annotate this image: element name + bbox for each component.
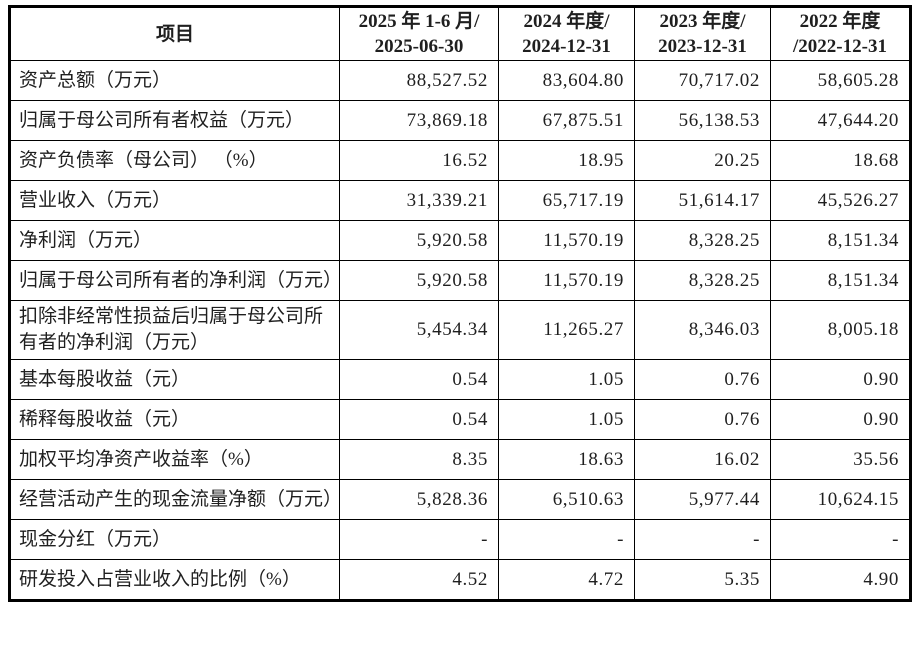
- value-cell: 5.35: [634, 559, 771, 601]
- item-label-cell: 现金分红（万元）: [9, 519, 340, 560]
- item-label-cell: 资产负债率（母公司） （%）: [9, 140, 340, 181]
- item-label-cell: 归属于母公司所有者的净利润（万元）: [9, 260, 340, 301]
- value-cell: 58,605.28: [770, 60, 911, 101]
- item-label-cell: 研发投入占营业收入的比例（%）: [9, 559, 340, 601]
- column-header-item: 项目: [9, 6, 340, 61]
- value-cell: 0.76: [634, 399, 771, 440]
- column-header-period: 2025 年 1-6 月/ 2025-06-30: [339, 6, 499, 61]
- item-label-cell: 净利润（万元）: [9, 220, 340, 261]
- value-cell: 0.90: [770, 359, 911, 400]
- value-cell: 47,644.20: [770, 100, 911, 141]
- value-cell: 8.35: [339, 439, 499, 480]
- value-cell: 0.54: [339, 399, 499, 440]
- item-label-cell: 加权平均净资产收益率（%）: [9, 439, 340, 480]
- value-cell: 1.05: [498, 359, 635, 400]
- value-cell: -: [339, 519, 499, 560]
- value-cell: 0.76: [634, 359, 771, 400]
- value-cell: 5,828.36: [339, 479, 499, 520]
- value-cell: 5,920.58: [339, 260, 499, 301]
- value-cell: 83,604.80: [498, 60, 635, 101]
- item-label-cell: 经营活动产生的现金流量净额（万元）: [9, 479, 340, 520]
- value-cell: 5,977.44: [634, 479, 771, 520]
- value-cell: 11,570.19: [498, 220, 635, 261]
- item-label-cell: 稀释每股收益（元）: [9, 399, 340, 440]
- value-cell: 51,614.17: [634, 180, 771, 221]
- table-row: 经营活动产生的现金流量净额（万元） 5,828.36 6,510.63 5,977.4…: [9, 479, 911, 520]
- value-cell: 0.90: [770, 399, 911, 440]
- value-cell: -: [498, 519, 635, 560]
- value-cell: 65,717.19: [498, 180, 635, 221]
- value-cell: 16.52: [339, 140, 499, 181]
- value-cell: 8,328.25: [634, 220, 771, 261]
- table-row: 营业收入（万元） 31,339.21 65,717.19 51,614.17 45,52…: [9, 180, 911, 221]
- financial-summary-table-container: 项目 2025 年 1-6 月/ 2025-06-30 2024 年度/ 2024-…: [8, 5, 912, 602]
- item-label-cell: 扣除非经常性损益后归属于母公司所有者的净利润（万元）: [9, 300, 340, 360]
- value-cell: 67,875.51: [498, 100, 635, 141]
- value-cell: 8,151.34: [770, 260, 911, 301]
- value-cell: 31,339.21: [339, 180, 499, 221]
- column-header-period: 2023 年度/ 2023-12-31: [634, 6, 771, 61]
- value-cell: 4.72: [498, 559, 635, 601]
- table-header-row: 项目 2025 年 1-6 月/ 2025-06-30 2024 年度/ 2024-…: [9, 6, 911, 61]
- value-cell: 8,005.18: [770, 300, 911, 360]
- value-cell: 56,138.53: [634, 100, 771, 141]
- table-row: 研发投入占营业收入的比例（%） 4.52 4.72 5.35 4.90: [9, 559, 911, 601]
- value-cell: 4.52: [339, 559, 499, 601]
- value-cell: 18.95: [498, 140, 635, 181]
- value-cell: 6,510.63: [498, 479, 635, 520]
- value-cell: 8,346.03: [634, 300, 771, 360]
- item-label-cell: 基本每股收益（元）: [9, 359, 340, 400]
- value-cell: -: [770, 519, 911, 560]
- value-cell: 73,869.18: [339, 100, 499, 141]
- value-cell: 20.25: [634, 140, 771, 181]
- table-row: 加权平均净资产收益率（%） 8.35 18.63 16.02 35.56: [9, 439, 911, 480]
- value-cell: 8,328.25: [634, 260, 771, 301]
- value-cell: 16.02: [634, 439, 771, 480]
- value-cell: 5,920.58: [339, 220, 499, 261]
- item-label-cell: 营业收入（万元）: [9, 180, 340, 221]
- table-row: 归属于母公司所有者权益（万元） 73,869.18 67,875.51 56,138.…: [9, 100, 911, 141]
- item-label-cell: 资产总额（万元）: [9, 60, 340, 101]
- column-header-period: 2022 年度 /2022-12-31: [770, 6, 911, 61]
- column-header-period: 2024 年度/ 2024-12-31: [498, 6, 635, 61]
- value-cell: 4.90: [770, 559, 911, 601]
- value-cell: 1.05: [498, 399, 635, 440]
- value-cell: 18.63: [498, 439, 635, 480]
- value-cell: 18.68: [770, 140, 911, 181]
- table-row: 净利润（万元） 5,920.58 11,570.19 8,328.25 8,151.34: [9, 220, 911, 261]
- item-label-cell: 归属于母公司所有者权益（万元）: [9, 100, 340, 141]
- financial-summary-table: 项目 2025 年 1-6 月/ 2025-06-30 2024 年度/ 2024-…: [8, 5, 912, 602]
- value-cell: 5,454.34: [339, 300, 499, 360]
- table-row: 资产总额（万元） 88,527.52 83,604.80 70,717.02 58,60…: [9, 60, 911, 101]
- value-cell: 10,624.15: [770, 479, 911, 520]
- value-cell: 45,526.27: [770, 180, 911, 221]
- table-row: 现金分红（万元） - - - -: [9, 519, 911, 560]
- table-row: 扣除非经常性损益后归属于母公司所有者的净利润（万元） 5,454.34 11,265…: [9, 300, 911, 360]
- value-cell: -: [634, 519, 771, 560]
- value-cell: 35.56: [770, 439, 911, 480]
- value-cell: 88,527.52: [339, 60, 499, 101]
- table-row: 资产负债率（母公司） （%） 16.52 18.95 20.25 18.68: [9, 140, 911, 181]
- table-row: 稀释每股收益（元） 0.54 1.05 0.76 0.90: [9, 399, 911, 440]
- value-cell: 0.54: [339, 359, 499, 400]
- value-cell: 11,265.27: [498, 300, 635, 360]
- value-cell: 8,151.34: [770, 220, 911, 261]
- table-row: 归属于母公司所有者的净利润（万元） 5,920.58 11,570.19 8,328.…: [9, 260, 911, 301]
- value-cell: 11,570.19: [498, 260, 635, 301]
- table-body: 资产总额（万元） 88,527.52 83,604.80 70,717.02 58,60…: [9, 60, 911, 601]
- table-row: 基本每股收益（元） 0.54 1.05 0.76 0.90: [9, 359, 911, 400]
- value-cell: 70,717.02: [634, 60, 771, 101]
